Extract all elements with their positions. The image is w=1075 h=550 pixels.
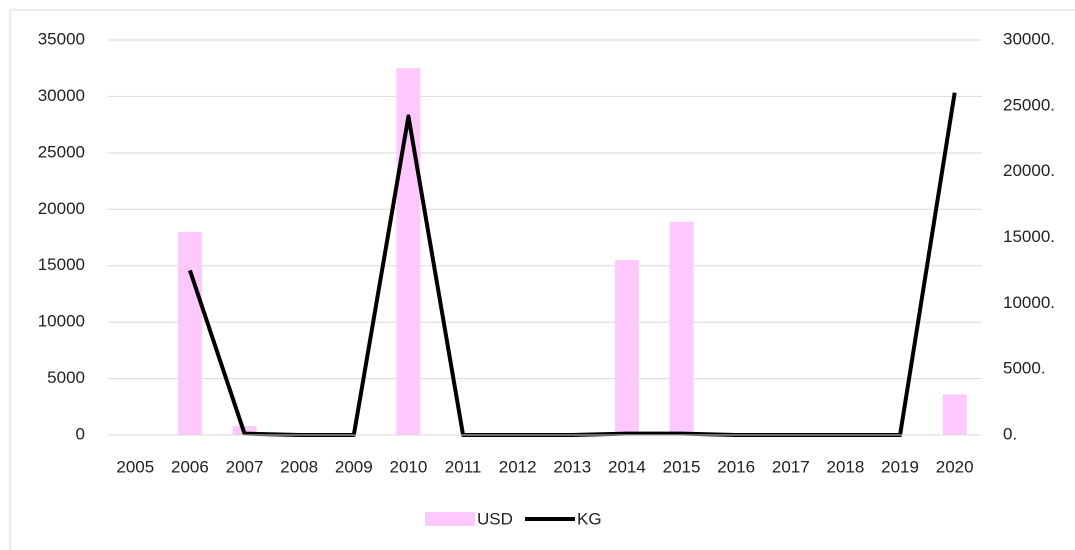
x-tick-label: 2018 bbox=[827, 457, 865, 476]
y-tick-label: 10000 bbox=[38, 312, 85, 331]
x-tick-label: 2014 bbox=[608, 457, 646, 476]
bar bbox=[614, 260, 639, 435]
x-tick-label: 2017 bbox=[772, 457, 810, 476]
bar bbox=[942, 394, 967, 435]
bar bbox=[177, 231, 202, 435]
x-tick-label: 2011 bbox=[445, 457, 482, 476]
x-tick-label: 2007 bbox=[226, 457, 264, 476]
bar bbox=[669, 221, 694, 435]
x-tick-label: 2020 bbox=[936, 457, 974, 476]
y-tick-label: 5000 bbox=[47, 368, 85, 387]
line bbox=[188, 92, 957, 437]
legend-label: USD bbox=[477, 509, 513, 528]
x-tick-label: 2016 bbox=[717, 457, 755, 476]
x-tick-label: 2019 bbox=[881, 457, 919, 476]
x-tick-label: 2005 bbox=[116, 457, 154, 476]
x-tick-label: 2013 bbox=[553, 457, 591, 476]
y2-tick-label: 15000. bbox=[1003, 227, 1055, 246]
x-tick-label: 2015 bbox=[663, 457, 701, 476]
y-tick-label: 0 bbox=[76, 424, 85, 443]
y2-tick-label: 10000. bbox=[1003, 293, 1055, 312]
y2-tick-label: 5000. bbox=[1003, 359, 1046, 378]
y2-tick-label: 20000. bbox=[1003, 161, 1055, 180]
y-tick-label: 20000 bbox=[38, 199, 85, 218]
y2-tick-label: 0. bbox=[1003, 424, 1017, 443]
bar bbox=[396, 68, 421, 435]
x-tick-label: 2008 bbox=[280, 457, 318, 476]
legend-swatch bbox=[425, 512, 475, 526]
legend-label: KG bbox=[577, 509, 602, 528]
x-tick-label: 2009 bbox=[335, 457, 373, 476]
y-tick-label: 25000 bbox=[38, 142, 85, 161]
x-tick-label: 2012 bbox=[499, 457, 537, 476]
y-tick-label: 35000 bbox=[38, 29, 85, 48]
y2-tick-label: 25000. bbox=[1003, 95, 1055, 114]
y2-tick-label: 30000. bbox=[1003, 29, 1055, 48]
x-tick-label: 2010 bbox=[390, 457, 428, 476]
y-tick-label: 15000 bbox=[38, 255, 85, 274]
x-tick-label: 2006 bbox=[171, 457, 209, 476]
y-tick-label: 30000 bbox=[38, 86, 85, 105]
